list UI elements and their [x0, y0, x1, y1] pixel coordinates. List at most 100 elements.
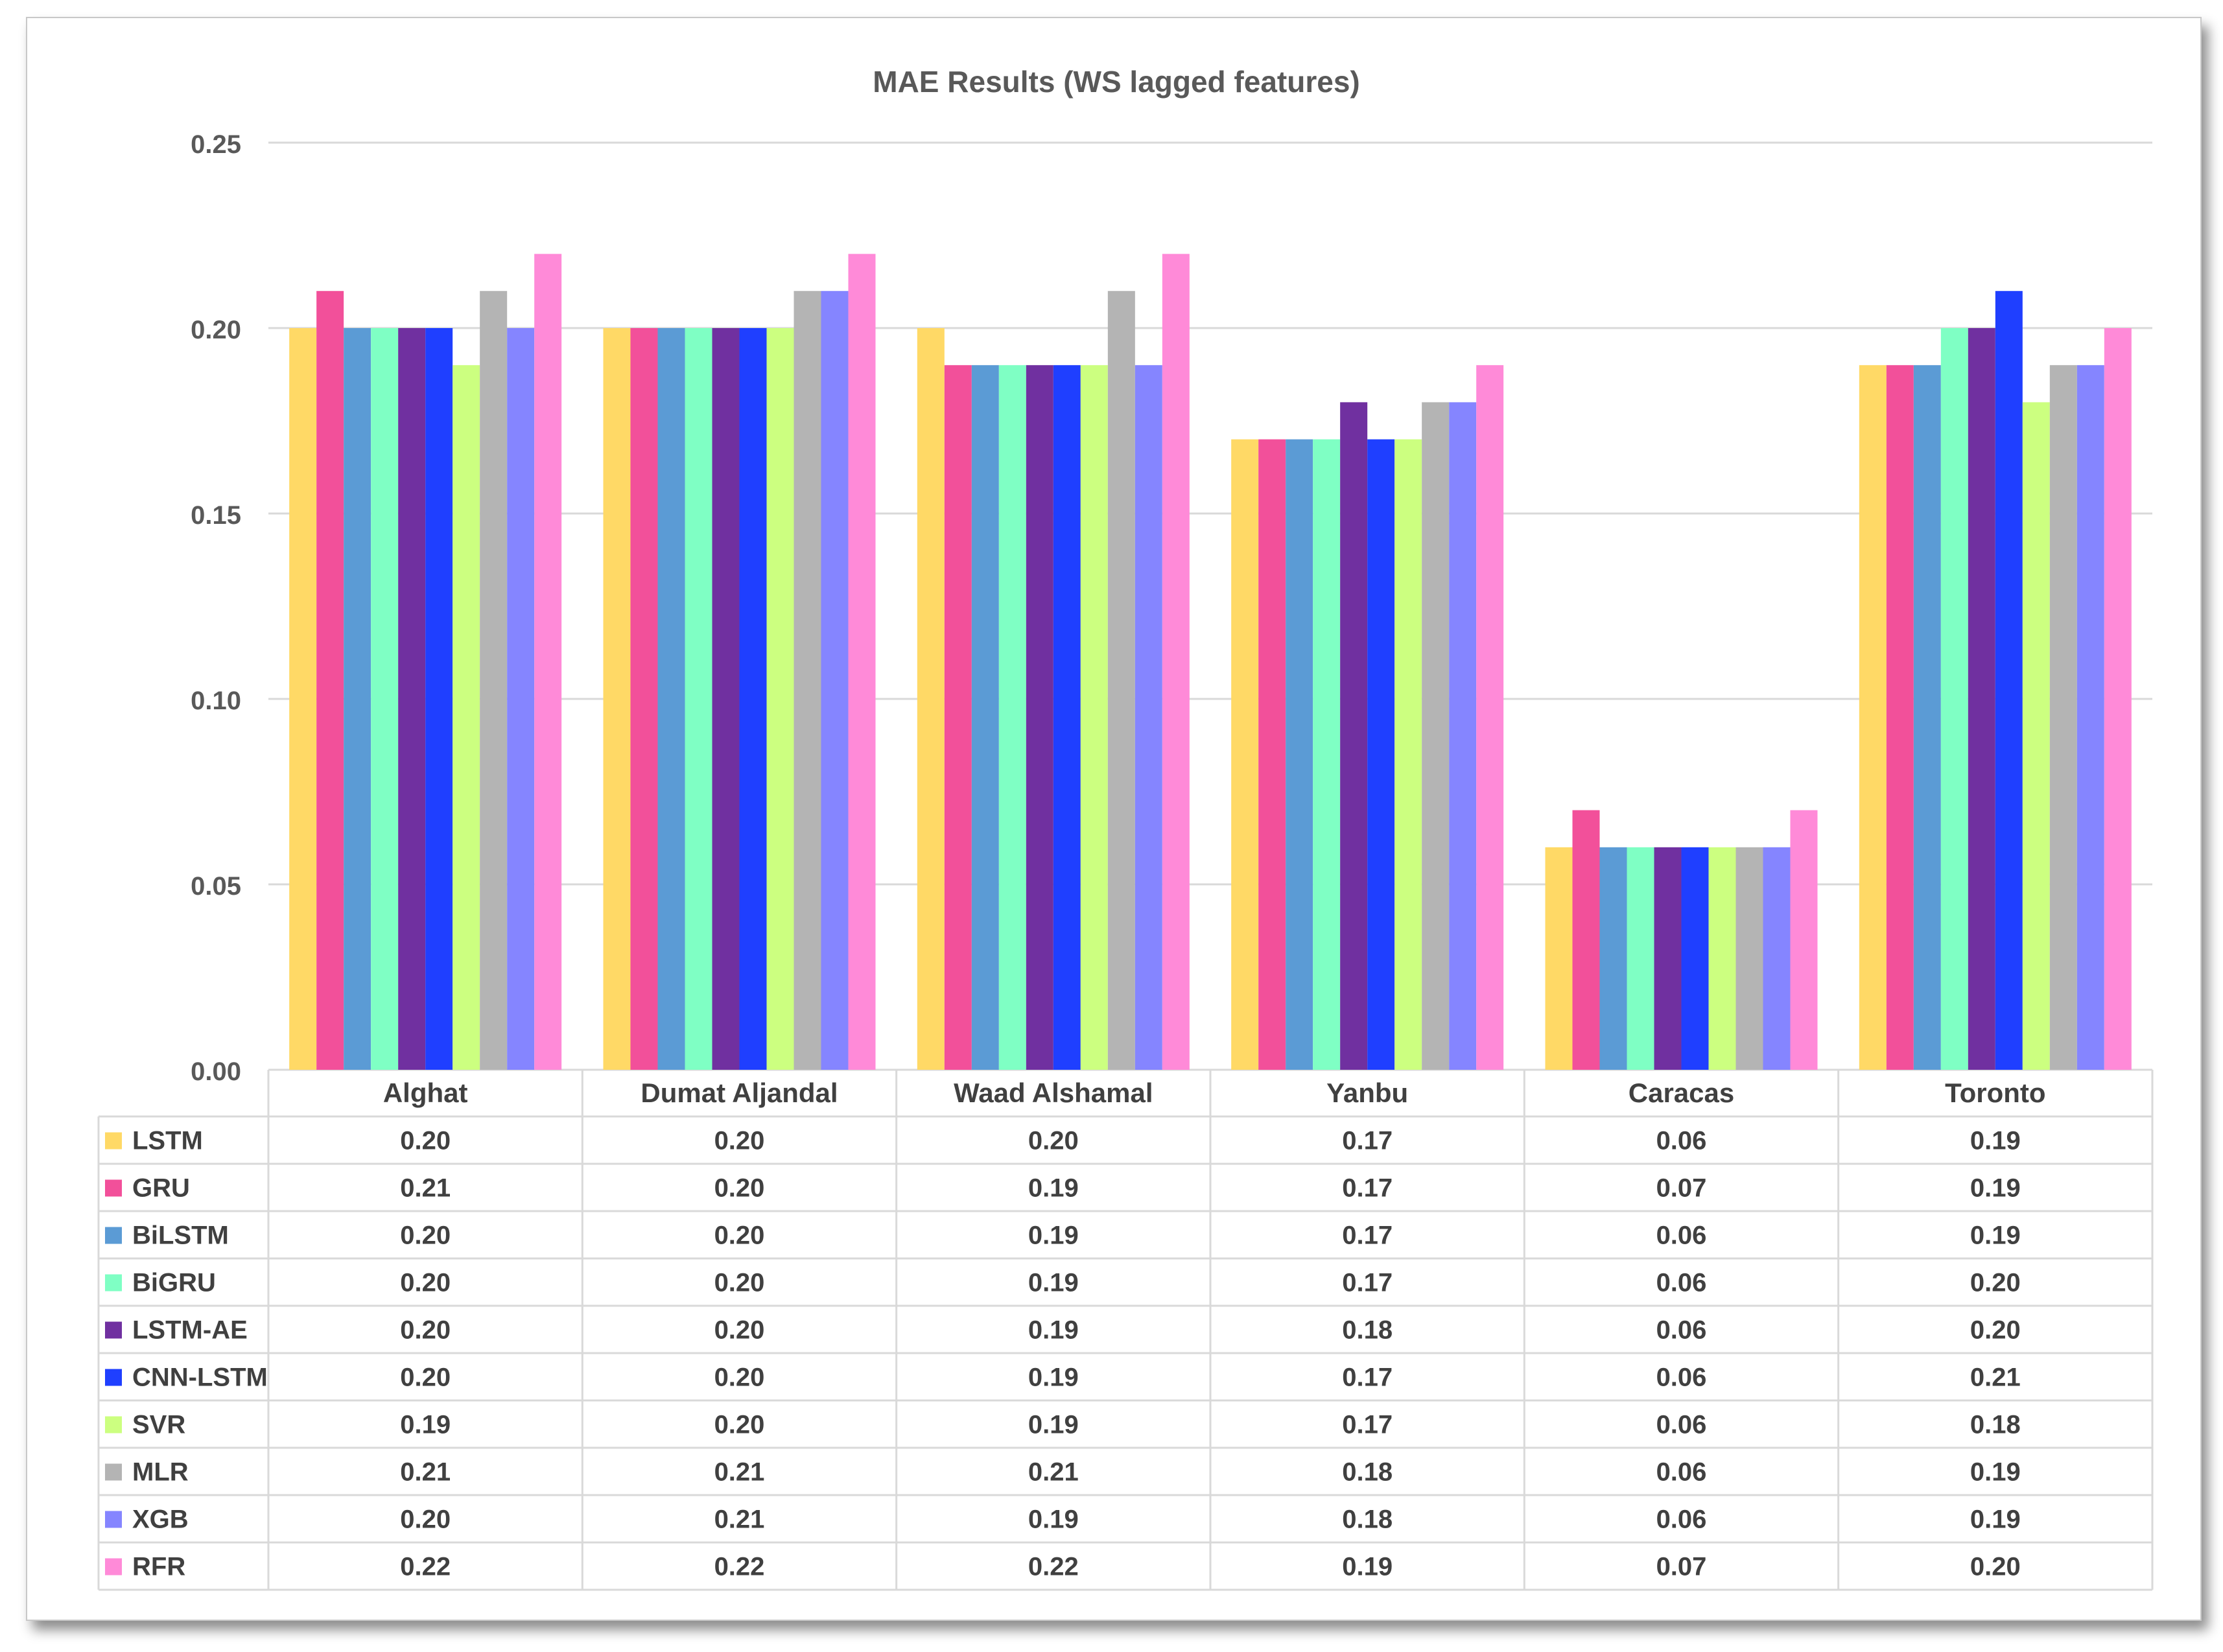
data-label: 0.21 — [400, 1174, 451, 1203]
bar-lstm-ae-waad-alshamal — [1026, 365, 1053, 1070]
bar-mlr-caracas — [1735, 847, 1763, 1070]
y-tick-label: 0.05 — [191, 872, 241, 901]
data-label: 0.20 — [714, 1316, 765, 1345]
bar-lstm-caracas — [1545, 847, 1573, 1070]
data-label: 0.06 — [1656, 1505, 1707, 1534]
data-label: 0.20 — [400, 1363, 451, 1392]
data-label: 0.20 — [714, 1174, 765, 1203]
data-label: 0.21 — [714, 1458, 765, 1487]
legend-label: LSTM — [132, 1127, 203, 1155]
y-tick-label: 0.15 — [191, 501, 241, 530]
data-label: 0.18 — [1342, 1458, 1393, 1487]
data-label: 0.20 — [714, 1221, 765, 1250]
data-label: 0.21 — [400, 1458, 451, 1487]
bar-lstm-ae-caracas — [1654, 847, 1682, 1070]
data-label: 0.20 — [1028, 1127, 1079, 1155]
legend-label: LSTM-AE — [132, 1316, 248, 1345]
bar-xgb-yanbu — [1449, 402, 1477, 1070]
x-tick-label: Toronto — [1945, 1078, 2046, 1108]
bar-rfr-alghat — [534, 254, 562, 1070]
bar-bilstm-caracas — [1599, 847, 1627, 1070]
bar-lstm-ae-yanbu — [1340, 402, 1368, 1070]
bar-rfr-yanbu — [1476, 365, 1504, 1070]
legend-label: XGB — [132, 1505, 189, 1534]
legend-label: CNN-LSTM — [132, 1363, 268, 1392]
data-label: 0.07 — [1656, 1174, 1707, 1203]
bar-svr-dumat-aljandal — [766, 328, 794, 1070]
bar-xgb-waad-alshamal — [1135, 365, 1162, 1070]
bar-bigru-alghat — [371, 328, 399, 1070]
bar-bigru-toronto — [1940, 328, 1968, 1070]
bar-bigru-dumat-aljandal — [685, 328, 712, 1070]
data-label: 0.20 — [714, 1269, 765, 1297]
data-label: 0.17 — [1342, 1363, 1393, 1392]
data-label: 0.19 — [1970, 1221, 2021, 1250]
bar-cnn-lstm-waad-alshamal — [1053, 365, 1081, 1070]
bar-gru-caracas — [1572, 810, 1600, 1070]
x-tick-label: Alghat — [383, 1078, 468, 1108]
x-tick-label: Caracas — [1629, 1078, 1734, 1108]
data-label: 0.06 — [1656, 1269, 1707, 1297]
data-label: 0.19 — [1970, 1458, 2021, 1487]
data-label: 0.06 — [1656, 1363, 1707, 1392]
data-label: 0.19 — [1028, 1316, 1079, 1345]
data-label: 0.17 — [1342, 1127, 1393, 1155]
bar-bigru-waad-alshamal — [998, 365, 1026, 1070]
data-label: 0.20 — [714, 1363, 765, 1392]
bar-cnn-lstm-caracas — [1681, 847, 1709, 1070]
x-tick-label: Dumat Aljandal — [641, 1078, 838, 1108]
bar-xgb-toronto — [2076, 365, 2104, 1070]
data-label: 0.21 — [1970, 1363, 2021, 1392]
data-label: 0.20 — [714, 1127, 765, 1155]
data-label: 0.17 — [1342, 1269, 1393, 1297]
bar-svr-alghat — [453, 365, 480, 1070]
data-label: 0.17 — [1342, 1221, 1393, 1250]
bar-mlr-waad-alshamal — [1107, 290, 1135, 1070]
y-tick-label: 0.20 — [191, 316, 241, 344]
data-label: 0.19 — [1028, 1269, 1079, 1297]
bar-bilstm-alghat — [344, 328, 371, 1070]
data-label: 0.06 — [1656, 1221, 1707, 1250]
bar-gru-alghat — [316, 290, 344, 1070]
data-label: 0.20 — [714, 1411, 765, 1439]
bar-lstm-yanbu — [1231, 439, 1259, 1070]
data-label: 0.18 — [1342, 1505, 1393, 1534]
data-label: 0.19 — [1028, 1411, 1079, 1439]
data-label: 0.20 — [400, 1221, 451, 1250]
data-label: 0.06 — [1656, 1411, 1707, 1439]
y-tick-label: 0.10 — [191, 687, 241, 715]
bar-lstm-alghat — [289, 328, 317, 1070]
legend-swatch-bigru — [105, 1274, 122, 1292]
legend-swatch-bilstm — [105, 1227, 122, 1244]
bar-lstm-toronto — [1859, 365, 1887, 1070]
bar-xgb-dumat-aljandal — [821, 290, 849, 1070]
data-label: 0.19 — [1342, 1553, 1393, 1581]
data-label: 0.19 — [1028, 1505, 1079, 1534]
bar-lstm-waad-alshamal — [917, 328, 945, 1070]
data-label: 0.22 — [400, 1553, 451, 1581]
data-label: 0.19 — [1970, 1174, 2021, 1203]
bar-mlr-dumat-aljandal — [794, 290, 821, 1070]
legend-label: RFR — [132, 1553, 185, 1581]
legend-label: SVR — [132, 1411, 185, 1439]
data-label: 0.19 — [1028, 1221, 1079, 1250]
legend-swatch-svr — [105, 1416, 122, 1434]
data-label: 0.21 — [1028, 1458, 1079, 1487]
x-tick-label: Yanbu — [1326, 1078, 1408, 1108]
data-label: 0.19 — [1970, 1127, 2021, 1155]
data-table: Alghat Dumat Aljandal Waad Alshamal Yanbu Ca… — [97, 1070, 2154, 1591]
bar-bilstm-toronto — [1913, 365, 1941, 1070]
bar-gru-yanbu — [1258, 439, 1286, 1070]
data-label: 0.20 — [400, 1127, 451, 1155]
bar-mlr-alghat — [480, 290, 508, 1070]
bar-bigru-caracas — [1627, 847, 1654, 1070]
legend-swatch-gru — [105, 1179, 122, 1197]
data-label: 0.17 — [1342, 1411, 1393, 1439]
bar-bigru-yanbu — [1313, 439, 1341, 1070]
data-label: 0.18 — [1970, 1411, 2021, 1439]
bar-svr-toronto — [2022, 402, 2050, 1070]
data-label: 0.06 — [1656, 1316, 1707, 1345]
chart-title: MAE Results (WS lagged features) — [873, 65, 1359, 99]
bar-svr-caracas — [1708, 847, 1736, 1070]
bar-bilstm-waad-alshamal — [971, 365, 999, 1070]
